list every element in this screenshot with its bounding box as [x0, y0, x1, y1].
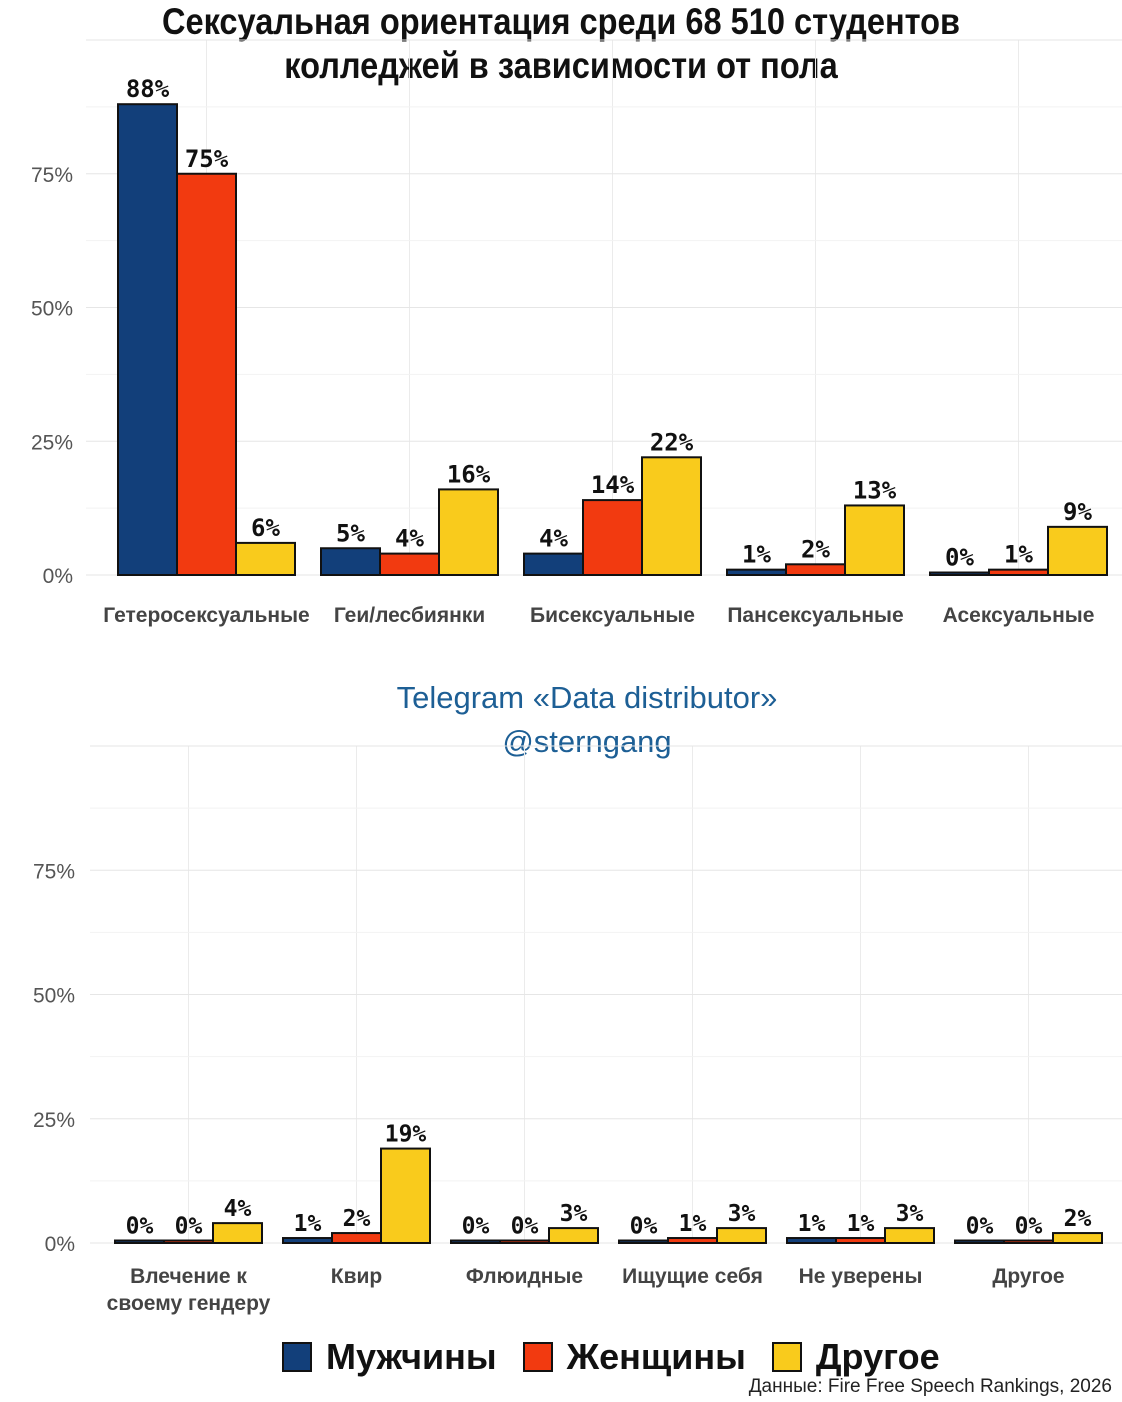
data-label-men: 4%: [539, 525, 568, 553]
data-label-men: 0%: [630, 1214, 658, 1240]
data-label-other: 2%: [1064, 1206, 1092, 1232]
category-label: Пансексуальные: [727, 604, 903, 627]
data-label-women: 0%: [175, 1214, 203, 1240]
data-label-women: 14%: [591, 471, 635, 499]
category-label: Не уверены: [799, 1265, 923, 1288]
bar-other: [1052, 1232, 1103, 1245]
bar-other: [641, 456, 702, 576]
category-label: Другое: [992, 1265, 1064, 1288]
data-label-women: 75%: [185, 145, 229, 173]
data-label-men: 0%: [966, 1214, 994, 1240]
y-tick-label: 75%: [33, 860, 75, 883]
data-label-men: 1%: [798, 1211, 826, 1237]
data-label-other: 16%: [447, 460, 491, 488]
legend-swatch-men: [282, 1342, 312, 1372]
data-label-men: 0%: [462, 1214, 490, 1240]
bar-other: [212, 1222, 263, 1244]
bar-men: [618, 1239, 669, 1244]
data-label-other: 4%: [224, 1196, 252, 1222]
data-source-note: Данные: Fire Free Speech Rankings, 2026: [748, 1376, 1112, 1397]
bar-women: [163, 1239, 214, 1244]
telegram-handle: @sterngang: [502, 724, 672, 759]
data-label-men: 0%: [945, 544, 974, 572]
legend-item-men: Мужчины: [282, 1336, 497, 1378]
data-label-other: 3%: [728, 1201, 756, 1227]
category-label: Влечение к: [130, 1265, 247, 1288]
category-label: Гетеросексуальные: [103, 604, 309, 627]
bar-women: [176, 172, 237, 576]
bar-men: [114, 1239, 165, 1244]
top-bar-chart: 0% 25% 50% 75% 88% 75% 6% Гетеросексуальные 5% 4%…: [31, 39, 1122, 627]
data-label-women: 1%: [1004, 541, 1033, 569]
data-label-women: 4%: [395, 525, 424, 553]
bar-women: [835, 1237, 886, 1245]
telegram-channel: Telegram «Data distributor»: [396, 680, 778, 715]
bar-men: [320, 547, 381, 576]
category-label: Ищущие себя: [622, 1265, 763, 1288]
category-label: Геи/лесбиянки: [334, 604, 485, 627]
bar-women: [582, 499, 643, 577]
category-label: Асексуальные: [943, 604, 1095, 627]
legend-item-women: Женщины: [522, 1336, 746, 1378]
data-label-women: 0%: [1015, 1214, 1043, 1240]
data-label-men: 1%: [742, 541, 771, 569]
data-label-women: 1%: [847, 1211, 875, 1237]
telegram-watermark: Telegram «Data distributor» @sterngang: [287, 676, 887, 764]
data-label-other: 3%: [560, 1201, 588, 1227]
data-label-other: 13%: [853, 476, 897, 504]
data-label-men: 0%: [126, 1214, 154, 1240]
bar-women: [1003, 1239, 1054, 1244]
legend-swatch-other: [771, 1342, 802, 1372]
chart-title-line-1: Сексуальная ориентация среди 68 510 студ…: [161, 1, 961, 42]
legend-label-other: Другое: [815, 1336, 940, 1377]
data-label-men: 5%: [336, 519, 365, 547]
bar-women: [499, 1239, 550, 1244]
legend: Мужчины Женщины Другое: [282, 1336, 966, 1378]
category-label: Квир: [331, 1265, 382, 1288]
y-tick-label: 0%: [43, 565, 73, 588]
data-label-other: 6%: [251, 514, 280, 542]
y-tick-label: 25%: [31, 431, 73, 454]
y-tick-label: 50%: [31, 298, 73, 321]
bar-men: [450, 1239, 501, 1244]
y-tick-label: 25%: [33, 1109, 75, 1132]
legend-label-women: Женщины: [566, 1336, 746, 1377]
bar-women: [331, 1232, 382, 1245]
data-label-other: 3%: [896, 1201, 924, 1227]
chart-title: Сексуальная ориентация среди 68 510 студ…: [67, 0, 1054, 88]
bar-other: [1047, 525, 1108, 576]
bar-men: [282, 1237, 333, 1245]
category-label: Бисексуальные: [530, 604, 695, 627]
bar-other: [844, 504, 905, 577]
bar-men: [786, 1237, 837, 1245]
data-label-men: 88%: [126, 75, 170, 103]
data-label-other: 19%: [385, 1122, 427, 1148]
data-label-other: 9%: [1063, 498, 1092, 526]
legend-item-other: Другое: [771, 1336, 940, 1378]
y-tick-label: 0%: [45, 1233, 75, 1256]
bar-men: [954, 1239, 1005, 1244]
y-tick-label: 75%: [31, 164, 73, 187]
chart-title-line-2: колледжей в зависимости от пола: [284, 45, 838, 86]
y-tick-label: 50%: [33, 985, 75, 1008]
legend-label-men: Мужчины: [326, 1336, 497, 1377]
bar-other: [548, 1227, 599, 1244]
bar-other: [716, 1227, 767, 1244]
bar-other: [884, 1227, 935, 1244]
category-label: Флюидные: [466, 1265, 583, 1288]
data-label-women: 2%: [343, 1206, 371, 1232]
legend-swatch-women: [522, 1342, 553, 1372]
bottom-bar-chart: 0% 25% 50% 75% 0% 0% 4% Влечение к своему гендер…: [33, 745, 1122, 1315]
bar-women: [667, 1237, 718, 1245]
bar-other: [438, 488, 499, 576]
data-label-women: 0%: [511, 1214, 539, 1240]
data-label-women: 2%: [801, 535, 830, 563]
data-label-men: 1%: [294, 1211, 322, 1237]
data-label-other: 22%: [650, 428, 694, 456]
bar-other: [380, 1147, 431, 1244]
gridlines: [90, 745, 1122, 1244]
data-label-women: 1%: [679, 1211, 707, 1237]
bar-other: [235, 541, 296, 577]
category-label: своему гендеру: [107, 1292, 271, 1315]
